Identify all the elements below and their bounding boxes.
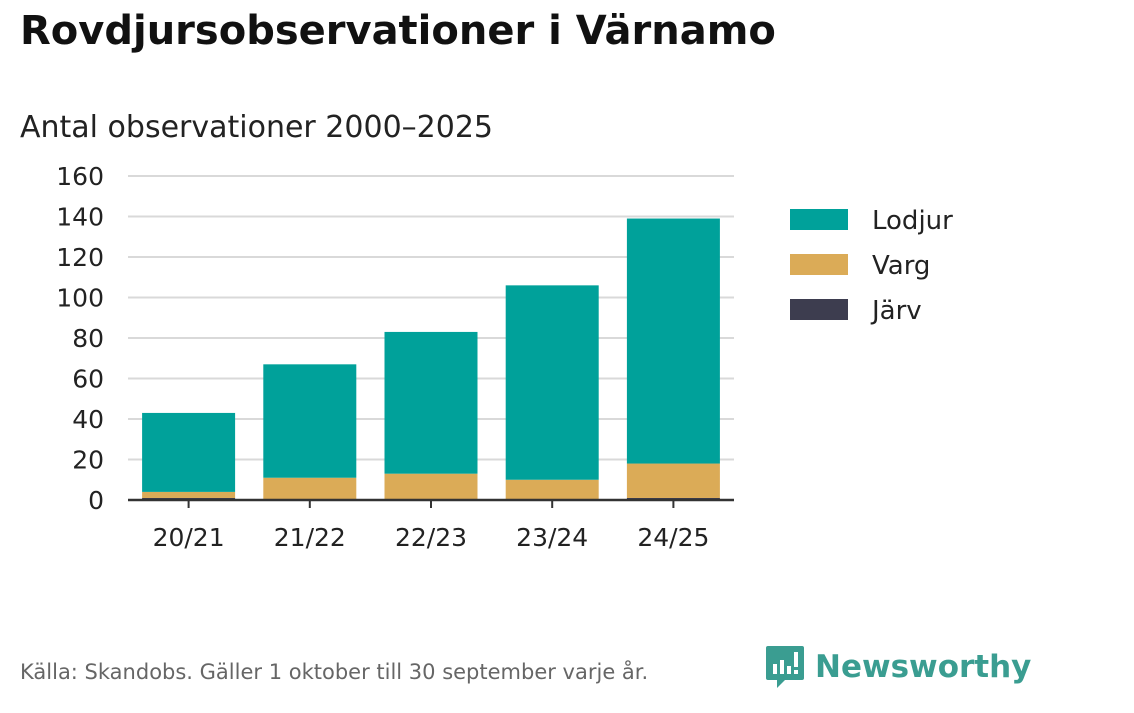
bar-lodjur [263, 364, 357, 478]
bar-lodjur [384, 331, 478, 474]
source-note: Källa: Skandobs. Gäller 1 oktober till 3… [20, 660, 649, 684]
legend-swatch-varg [790, 254, 848, 275]
y-tick-label: 0 [88, 486, 104, 515]
logo-text: Newsworthy [815, 649, 1032, 685]
y-tick-label: 100 [56, 284, 104, 313]
newsworthy-logo: Newsworthy [765, 644, 1031, 690]
chart-subtitle: Antal observationer 2000–2025 [20, 110, 493, 145]
bar-varg [263, 477, 357, 500]
bar-varg [626, 463, 720, 498]
newsworthy-logo-icon [766, 646, 804, 688]
y-tick-label: 80 [72, 324, 104, 353]
bar-varg [505, 479, 599, 500]
x-tick-label: 23/24 [516, 523, 588, 552]
bar-lodjur [142, 412, 236, 492]
x-tick-label: 20/21 [153, 523, 225, 552]
y-tick-label: 60 [72, 365, 104, 394]
y-tick-label: 160 [56, 162, 104, 191]
bar-varg [384, 473, 478, 500]
x-tick-label: 21/22 [274, 523, 346, 552]
bar-varg [142, 491, 236, 498]
x-tick-label: 22/23 [395, 523, 467, 552]
y-tick-label: 140 [56, 203, 104, 232]
x-tick-label: 24/25 [637, 523, 709, 552]
y-tick-label: 40 [72, 405, 104, 434]
legend-label-varg: Varg [872, 251, 930, 281]
bar-lodjur [505, 285, 599, 480]
legend-swatch-lodjur [790, 209, 848, 230]
y-tick-label: 120 [56, 243, 104, 272]
bar-lodjur [626, 218, 720, 464]
chart-title: Rovdjursobservationer i Värnamo [20, 8, 776, 54]
legend-swatch-järv [790, 299, 848, 320]
legend-label-järv: Järv [870, 296, 922, 326]
y-tick-label: 20 [72, 446, 104, 475]
legend-label-lodjur: Lodjur [872, 206, 953, 236]
